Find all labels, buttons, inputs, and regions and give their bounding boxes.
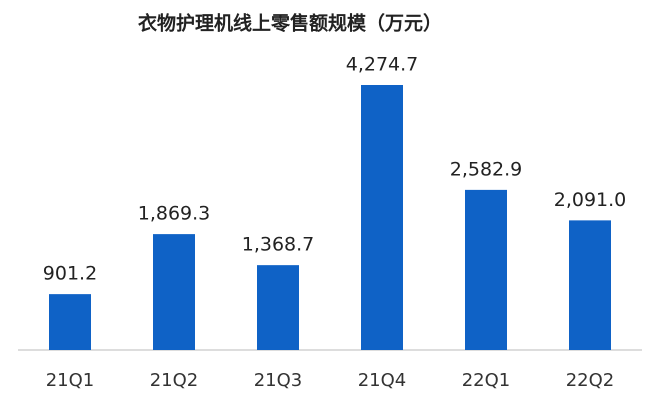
- x-tick-label: 21Q4: [358, 370, 407, 391]
- value-label: 4,274.7: [346, 54, 419, 76]
- bar: [257, 265, 299, 350]
- value-label: 901.2: [43, 263, 97, 285]
- bar: [569, 220, 611, 350]
- x-tick-label: 22Q2: [566, 370, 615, 391]
- value-label: 1,368.7: [242, 234, 315, 256]
- x-tick-label: 21Q2: [150, 370, 199, 391]
- bar: [361, 85, 403, 350]
- bar: [153, 234, 195, 350]
- x-tick-label: 22Q1: [462, 370, 511, 391]
- value-label: 1,869.3: [138, 203, 211, 225]
- chart-title: 衣物护理机线上零售额规模（万元）: [138, 12, 442, 35]
- x-tick-label: 21Q3: [254, 370, 303, 391]
- value-label: 2,582.9: [450, 158, 523, 180]
- bar: [465, 189, 507, 350]
- bar: [49, 294, 91, 350]
- value-label: 2,091.0: [554, 189, 627, 211]
- x-tick-label: 21Q1: [46, 370, 95, 391]
